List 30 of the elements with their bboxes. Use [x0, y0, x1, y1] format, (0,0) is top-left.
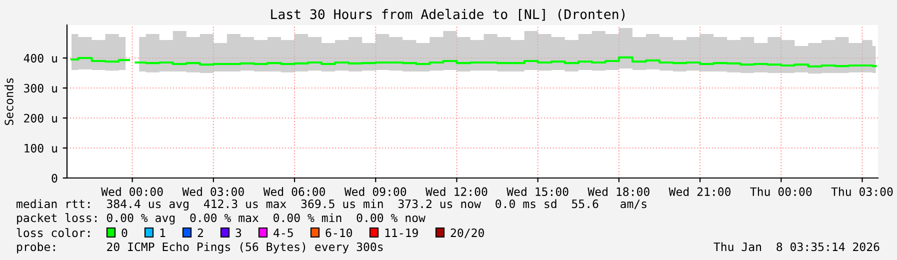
text: 11-19: [385, 228, 418, 238]
x-tick-label: Wed 00:00: [101, 187, 163, 196]
text: 0: [122, 228, 128, 238]
y-tick-label: 300 u: [24, 84, 57, 93]
x-tick-label: Wed 18:00: [588, 187, 650, 196]
x-tick-label: Wed 15:00: [506, 187, 568, 196]
text: probe: 20 ICMP Echo Pings (56 Bytes) every 300s: [17, 242, 383, 254]
x-tick-label: Wed 12:00: [426, 187, 488, 196]
y-axis-title: Seconds: [4, 78, 14, 126]
y-tick-label: 100 u: [24, 144, 57, 153]
text: median rtt: 384.4 us avg 412.3 us max 369.5 us min 373.2 us now 0.0 ms sd 55.6 am/s: [16, 199, 646, 210]
chart-title: Last 30 Hours from Adelaide to [NL] (Dronten): [271, 8, 624, 21]
text: Thu Jan 8 03:35:14 2026: [714, 242, 880, 252]
x-tick-label: Thu 03:00: [831, 187, 893, 196]
x-tick-label: Wed 09:00: [344, 187, 406, 196]
text: 6-10: [326, 228, 352, 238]
x-tick-label: Wed 06:00: [263, 187, 326, 196]
y-tick-label: 0: [52, 174, 58, 183]
text: 20/20: [450, 228, 484, 238]
text: loss color:: [16, 228, 90, 238]
text: 2: [198, 228, 203, 237]
x-tick-label: Wed 21:00: [668, 187, 731, 196]
x-tick-label: Wed 03:00: [182, 187, 244, 196]
text: 3: [236, 228, 242, 238]
x-tick-label: Thu 00:00: [750, 187, 812, 196]
text: 1: [160, 228, 166, 237]
text: 4-5: [274, 228, 293, 238]
y-tick-label: 200 u: [24, 114, 57, 123]
y-tick-label: 400 u: [24, 54, 57, 63]
text: packet loss: 0.00 % avg 0.00 % max 0.00 % min 0.00 % now: [17, 213, 426, 224]
